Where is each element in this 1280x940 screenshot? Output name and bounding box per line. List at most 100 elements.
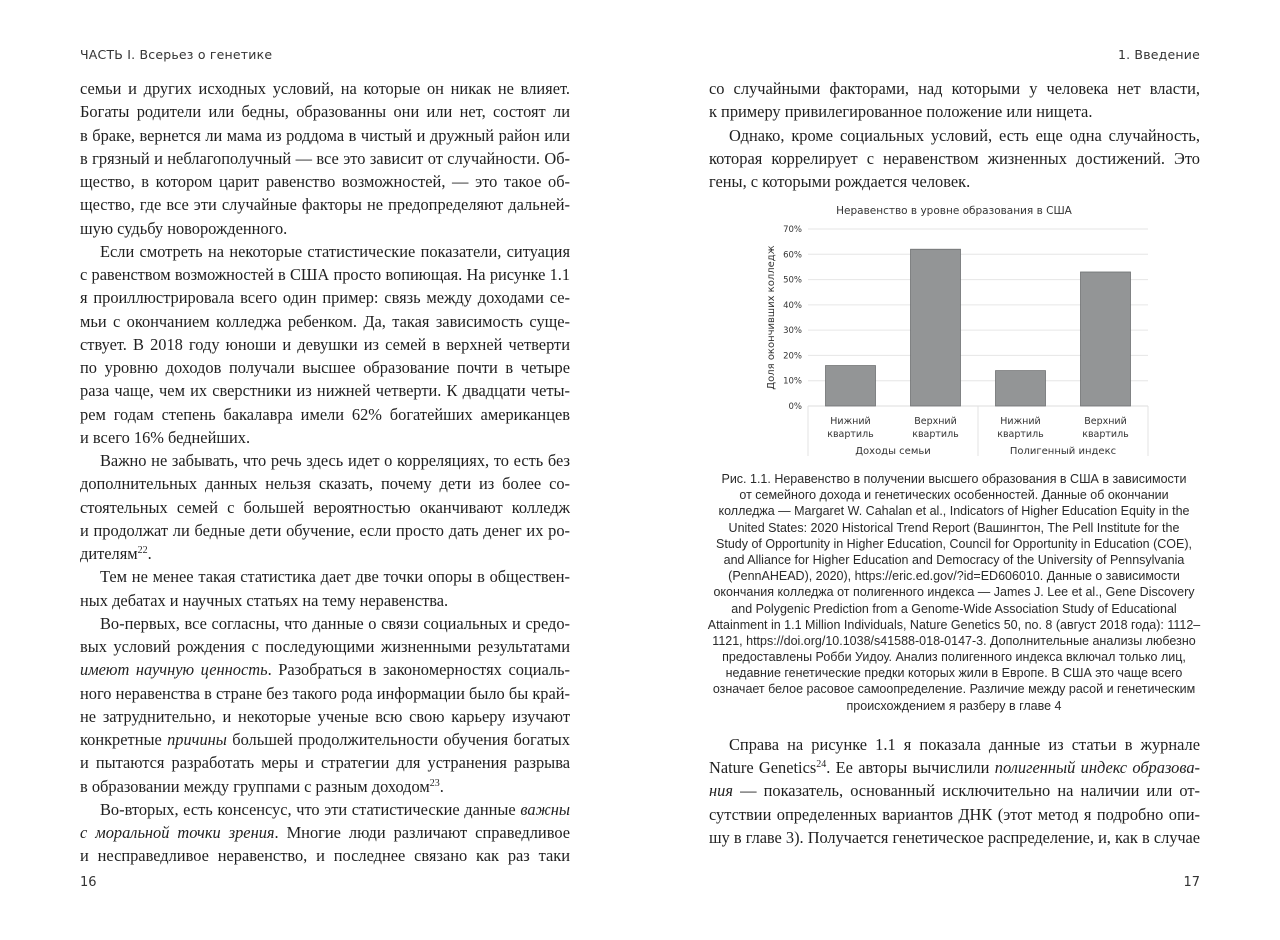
- italic-text: причины: [167, 730, 227, 749]
- caption-line: окончания колледжа от полигенного индекс…: [713, 585, 1195, 600]
- y-tick-label: 20%: [783, 351, 802, 361]
- caption-line: and Polygenic Prediction from a Genome-W…: [731, 601, 1177, 616]
- figure-caption: Рис. 1.1. Неравенство в получении высшег…: [700, 471, 1208, 714]
- page-number-left: 16: [80, 875, 97, 890]
- text-line: Однако, кроме социальных условий, есть е…: [729, 125, 1200, 145]
- caption-line: Рис. 1.1. Неравенство в получении высшег…: [721, 472, 1187, 486]
- text-line: шую судьбу новорожденного.: [80, 218, 288, 238]
- y-tick-label: 60%: [783, 250, 802, 260]
- text-line: с равенством возможностей в США просто в…: [80, 265, 570, 284]
- text-span: .: [147, 544, 152, 563]
- x-tick-label: квартиль: [1082, 429, 1129, 440]
- x-tick-label: квартиль: [912, 429, 959, 440]
- text-line: дителям22.: [80, 542, 570, 565]
- caption-line: недавние генетические предки которых жил…: [725, 666, 1183, 681]
- footnote-ref: 22: [137, 545, 148, 556]
- caption-line: происхождением я разберу в главе 4: [846, 698, 1062, 713]
- x-tick-label: Верхний: [1084, 416, 1127, 427]
- text-line: Справа на рисунке 1.1 я показала данные …: [729, 734, 1200, 754]
- italic-text: полигенный индекс образова-: [994, 758, 1200, 778]
- caption-line: от семейного дохода и генетических особе…: [739, 488, 1169, 503]
- text-line: в браке, вернется ли мама из роддома в ч…: [80, 125, 570, 145]
- chart-title: Неравенство в уровне образования в США: [836, 205, 1073, 217]
- text-line: дополнительных данных нельзя сказать, по…: [80, 474, 570, 494]
- text-line: и несправедливое неравенство, и последне…: [80, 846, 570, 866]
- x-tick-label: квартиль: [827, 429, 874, 440]
- italic-text: важны: [520, 799, 570, 819]
- left-page-text: семьи и других исходных условий, на кото…: [80, 77, 570, 868]
- y-tick-label: 10%: [783, 377, 802, 387]
- text-line: конкретные причины большей продолжительн…: [80, 728, 570, 751]
- bar: [825, 365, 876, 407]
- text-line: ствует. В 2018 году юноши и девушки из с…: [80, 334, 570, 354]
- text-line: Во-первых, все согласны, что данные о св…: [100, 613, 570, 633]
- text-line: я проиллюстрировала всего один пример: с…: [80, 288, 570, 308]
- text-span: . Многие люди различают справедливое: [274, 823, 570, 842]
- text-line: ных дебатах и научных статьях на тему не…: [80, 590, 449, 610]
- text-line: сутствии определенных вариантов ДНК (это…: [709, 804, 1200, 824]
- text-span: дителям: [80, 544, 138, 563]
- y-tick-label: 50%: [783, 276, 802, 286]
- group-label: Доходы семьи: [855, 446, 931, 457]
- y-axis-label: Доля окончивших колледж: [766, 245, 777, 389]
- text-line: к примеру привилегированное положение ил…: [709, 102, 1093, 122]
- italic-text: ния: [709, 781, 733, 801]
- text-line: Богаты родители или бедны, образованны о…: [80, 102, 570, 122]
- text-line: и продолжат ли бедные дети обучение, есл…: [80, 520, 570, 540]
- text-span: — показатель, основанный исключительно н…: [732, 781, 1200, 801]
- text-span: Во-вторых, есть консенсус, что эти стати…: [100, 799, 521, 819]
- text-span: большей продолжительности обучения богат…: [226, 730, 570, 749]
- x-tick-label: Верхний: [914, 416, 957, 427]
- caption-line: and Alliance for Higher Education and De…: [723, 552, 1185, 567]
- text-line: семьи и других исходных условий, на кото…: [80, 79, 570, 98]
- x-tick-label: Нижний: [1000, 416, 1040, 427]
- text-line: по уровню доходов получали высшее образо…: [80, 358, 570, 377]
- text-line: Тем не менее такая статистика дает две т…: [100, 567, 570, 587]
- text-span: Nature Genetics: [709, 758, 817, 778]
- text-line: и пытаются разработать меры и стратегии …: [80, 753, 570, 773]
- text-line: раза чаще, чем их сверстники из нижней ч…: [80, 381, 570, 401]
- bar: [1080, 271, 1131, 407]
- text-line: ния — показатель, основанный исключитель…: [709, 779, 1200, 802]
- x-tick-label: квартиль: [997, 429, 1044, 440]
- x-tick-label: Нижний: [830, 416, 870, 427]
- text-line: щество, в котором царит равенство возмож…: [80, 172, 570, 191]
- text-line: Nature Genetics24. Ее авторы вычислили п…: [709, 756, 1200, 779]
- running-header-left: ЧАСТЬ I. Всерьез о генетике: [80, 47, 273, 62]
- text-span: конкретные: [80, 730, 168, 749]
- caption-and-text: Рис. 1.1. Неравенство в получении высшег…: [700, 471, 1208, 849]
- text-line: Если смотреть на некоторые статистически…: [100, 241, 570, 261]
- italic-text: имеют научную ценность: [80, 660, 268, 680]
- text-span: в образовании между группами с разным до…: [80, 776, 430, 796]
- y-tick-label: 0%: [789, 402, 803, 412]
- running-header-right: 1. Введение: [1117, 47, 1200, 62]
- text-line: стоятельных семей с большей вероятностью…: [80, 497, 570, 517]
- caption-line: колледжа — Margaret W. Cahalan et al., I…: [718, 504, 1190, 519]
- text-line: Во-вторых, есть консенсус, что эти стати…: [80, 798, 570, 821]
- bar: [995, 370, 1046, 407]
- text-line: в образовании между группами с разным до…: [80, 775, 570, 798]
- caption-line: Study of Opportunity in Higher Education…: [716, 536, 1192, 551]
- italic-text: с моральной точки зрения: [80, 823, 275, 842]
- page-number-right: 17: [1183, 875, 1200, 890]
- caption-line: Attainment in 1.1 Million Individuals, N…: [707, 617, 1201, 632]
- footnote-ref: 23: [429, 777, 440, 789]
- text-line: в грязный и неблагополучный — все это за…: [80, 148, 570, 168]
- text-span: . Ее авторы вычислили: [826, 758, 995, 778]
- text-line: со случайными факторами, над которыми у …: [709, 79, 1200, 98]
- y-tick-label: 30%: [783, 326, 802, 336]
- text-line: щество, где все эти случайные факторы не…: [80, 195, 570, 215]
- text-line: имеют научную ценность. Разобраться в за…: [80, 658, 570, 681]
- text-line: рем годам степень бакалавра имели 62% бо…: [80, 404, 570, 424]
- text-line: шу в главе 3). Получается генетическое р…: [709, 827, 1200, 847]
- bar: [910, 248, 961, 407]
- caption-line: United States: 2020 Historical Trend Rep…: [728, 520, 1180, 535]
- text-line: и всего 16% беднейших.: [80, 427, 251, 447]
- caption-line: 1121, https://doi.org/10.1038/s41588-018…: [712, 633, 1196, 648]
- text-line: гены, с которыми рождается человек.: [709, 172, 971, 191]
- y-tick-label: 40%: [783, 301, 802, 311]
- text-span: . Разобраться в закономерностях социаль-: [267, 660, 570, 680]
- text-line: которая коррелирует с неравенством жизне…: [709, 148, 1200, 168]
- caption-line: (PennAHEAD), 2020), https://eric.ed.gov/…: [728, 569, 1180, 584]
- text-span: .: [439, 776, 444, 796]
